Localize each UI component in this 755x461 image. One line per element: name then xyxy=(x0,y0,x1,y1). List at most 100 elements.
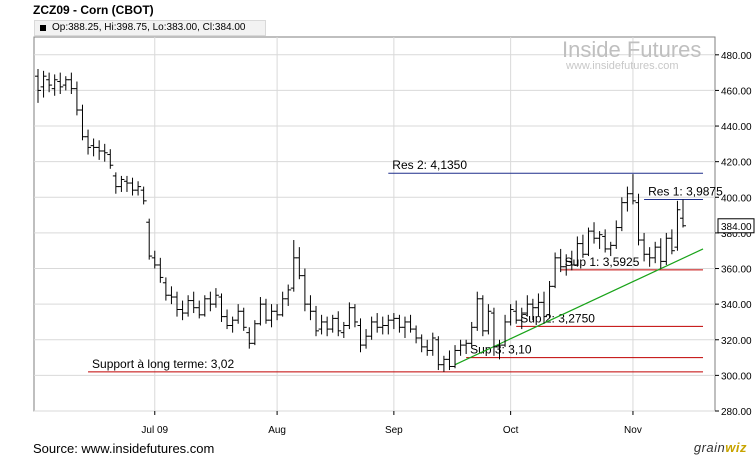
brand-logo-part1: grain xyxy=(693,440,726,455)
ohlc-bar xyxy=(185,295,192,317)
ohlc-bar xyxy=(591,222,598,244)
grid-lines xyxy=(34,37,715,412)
ohlc-bar xyxy=(85,129,92,155)
ohlc-bar xyxy=(502,314,509,347)
ohlc-bar xyxy=(251,320,258,346)
ohlc-bar xyxy=(224,309,231,330)
ohlc-bar xyxy=(79,104,86,141)
y-tick-label: 320.00 xyxy=(721,336,752,347)
ohlc-bar xyxy=(107,149,114,169)
ohlc-bar xyxy=(579,234,586,258)
ohlc-bar xyxy=(418,334,425,353)
ohlc-bar xyxy=(196,300,203,319)
ohlc-bar xyxy=(207,291,214,312)
ohlc-bar xyxy=(540,291,547,324)
ohlc-bar xyxy=(90,138,97,157)
y-tick-label: 400.00 xyxy=(721,193,752,204)
ohlc-bar xyxy=(379,316,386,335)
ohlc-bar xyxy=(212,288,219,308)
ohlc-bar xyxy=(279,291,286,317)
ohlc-bar xyxy=(452,345,459,369)
ohlc-bar xyxy=(629,174,636,205)
ohlc-bar xyxy=(585,227,592,257)
ohlc-bar xyxy=(468,321,475,347)
y-tick-label: 440.00 xyxy=(721,122,752,133)
chart-title: ZCZ09 - Corn (CBOT) xyxy=(33,3,154,17)
ohlc-bar xyxy=(35,69,41,103)
ohlc-bar xyxy=(663,232,670,265)
x-tick-label: Sep xyxy=(385,425,403,436)
ohlc-bar xyxy=(641,232,648,262)
ohlc-bar xyxy=(674,200,681,251)
ohlc-bar xyxy=(218,293,225,322)
ohlc-bar xyxy=(257,297,264,326)
ohlc-bar xyxy=(274,304,281,321)
ohlc-bar xyxy=(313,305,320,337)
ohlc-bar xyxy=(396,314,403,333)
ohlc-bar xyxy=(46,72,53,93)
ohlc-bar xyxy=(668,229,675,255)
ohlc-bar xyxy=(535,293,542,317)
ohlc-bar xyxy=(201,295,208,317)
ohlc-bar xyxy=(168,286,175,305)
ohlc-bar xyxy=(624,186,631,212)
ohlc-bar xyxy=(463,339,470,355)
ohlc-bar xyxy=(440,355,447,372)
ohlc-bar xyxy=(174,291,181,317)
ohlc-bar xyxy=(318,314,325,335)
ohlc-bar xyxy=(162,277,169,301)
ohlc-bar xyxy=(190,291,197,314)
ohlc-bar xyxy=(363,329,370,349)
y-axis: 280.00 300.00 320.00 340.00 360.00 380.00 400.… xyxy=(715,51,752,418)
ohlc-bar xyxy=(101,143,108,162)
ohlc-bar xyxy=(607,241,614,257)
brand-logo: grainwiz xyxy=(694,440,747,455)
last-price-label: 384.00 xyxy=(721,222,752,233)
ohlc-bar xyxy=(385,314,392,335)
y-tick-label: 280.00 xyxy=(721,407,752,418)
ohlc-bar xyxy=(151,250,158,269)
ohlc-bar xyxy=(507,304,514,326)
y-tick-label: 360.00 xyxy=(721,265,752,276)
ohlc-bar xyxy=(429,332,436,356)
level-label: Res 2: 4,1350 xyxy=(392,158,467,172)
ohlc-bar xyxy=(574,236,581,267)
last-price-marker: 384.00 xyxy=(717,218,755,234)
y-tick-label: 340.00 xyxy=(721,300,752,311)
ohlc-bar xyxy=(457,339,464,356)
ohlc-bar xyxy=(618,197,625,232)
y-tick-label: 460.00 xyxy=(721,86,752,97)
ohlc-bar xyxy=(140,186,147,205)
ohlc-bar xyxy=(285,284,292,306)
ohlc-bar xyxy=(424,339,431,356)
ohlc-bar xyxy=(368,316,375,340)
level-label: Sup 2: 3,2750 xyxy=(520,311,595,325)
ohlc-bar xyxy=(118,175,125,192)
y-tick-label: 480.00 xyxy=(721,51,752,62)
watermark-url: www.insidefutures.com xyxy=(565,60,679,72)
ohlc-bar xyxy=(62,76,69,91)
ohlc-bar xyxy=(646,247,653,267)
ohlc-bar xyxy=(123,175,130,192)
ohlc-bar xyxy=(635,193,642,246)
y-tick-label: 420.00 xyxy=(721,158,752,169)
ohlc-bar xyxy=(680,199,686,228)
plot-area xyxy=(33,36,716,412)
ohlc-bar xyxy=(652,241,659,264)
ohlc-bar xyxy=(290,240,297,292)
ohlc-bar xyxy=(329,314,336,333)
ohlc-bar xyxy=(474,291,481,331)
watermark: Inside Futures www.insidefutures.com xyxy=(562,37,701,72)
ohlc-bar xyxy=(68,72,75,94)
ohlc-bar xyxy=(602,229,609,253)
level-label: Support à long terme: 3,02 xyxy=(92,357,234,371)
ohlc-bar xyxy=(96,140,103,160)
brand-logo-part2: wiz xyxy=(725,440,747,455)
level-label: Res 1: 3,9875 xyxy=(648,185,723,199)
ohlc-bar xyxy=(401,316,408,338)
ohlc-bar xyxy=(485,304,492,335)
ohlc-bar xyxy=(413,325,420,344)
ohlc-bar xyxy=(596,231,603,249)
ohlc-bar xyxy=(112,172,119,194)
ohlc-bar xyxy=(563,254,570,276)
